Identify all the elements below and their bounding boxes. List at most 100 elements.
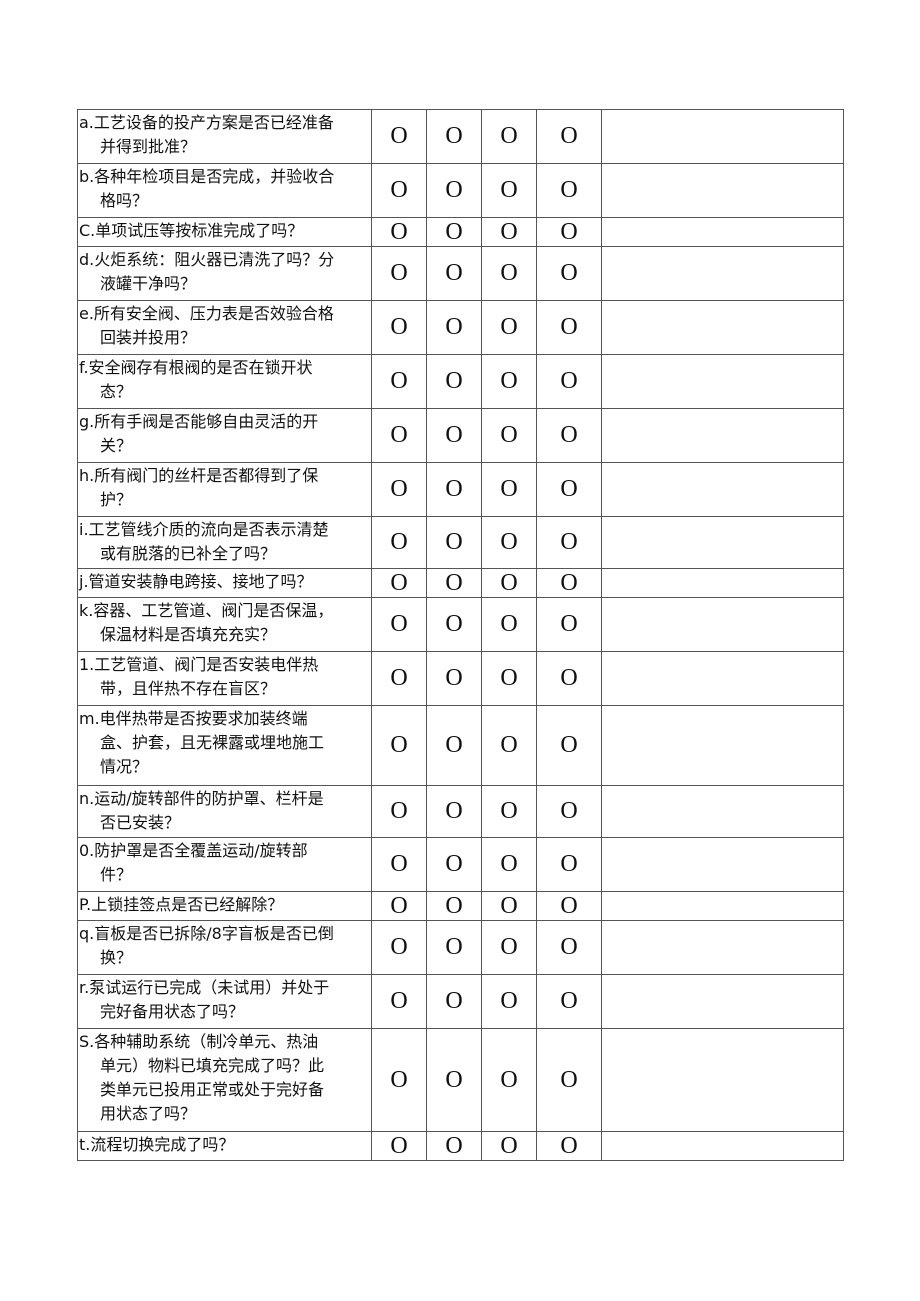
remarks-cell[interactable] <box>601 891 844 921</box>
option-mark-cell[interactable]: O <box>426 920 482 975</box>
option-mark-cell[interactable]: O <box>426 300 482 355</box>
option-mark-cell[interactable]: O <box>426 462 482 517</box>
option-mark-cell[interactable]: O <box>426 785 482 838</box>
option-mark-cell[interactable]: O <box>371 300 427 355</box>
option-mark-cell[interactable]: O <box>371 705 427 786</box>
option-mark-cell[interactable]: O <box>426 1028 482 1132</box>
option-mark-cell[interactable]: O <box>536 246 602 301</box>
remarks-cell[interactable] <box>601 300 844 355</box>
option-mark-cell[interactable]: O <box>536 651 602 706</box>
option-mark-cell[interactable]: O <box>371 217 427 247</box>
remarks-cell[interactable] <box>601 217 844 247</box>
option-mark-cell[interactable]: O <box>481 920 537 975</box>
option-mark-cell[interactable]: O <box>371 651 427 706</box>
remarks-cell[interactable] <box>601 705 844 786</box>
remarks-cell[interactable] <box>601 920 844 975</box>
option-mark-cell[interactable]: O <box>426 354 482 409</box>
option-mark-cell[interactable]: O <box>371 785 427 838</box>
option-mark-cell[interactable]: O <box>536 462 602 517</box>
option-mark-cell[interactable]: O <box>536 354 602 409</box>
remarks-cell[interactable] <box>601 651 844 706</box>
remarks-cell[interactable] <box>601 109 844 164</box>
option-mark-cell[interactable]: O <box>426 408 482 463</box>
option-mark-cell[interactable]: O <box>481 597 537 652</box>
option-mark-cell[interactable]: O <box>371 354 427 409</box>
option-mark-cell[interactable]: O <box>426 568 482 598</box>
option-mark-cell[interactable]: O <box>536 408 602 463</box>
option-mark-cell[interactable]: O <box>481 568 537 598</box>
remarks-cell[interactable] <box>601 837 844 892</box>
option-mark-cell[interactable]: O <box>371 920 427 975</box>
option-mark-cell[interactable]: O <box>371 246 427 301</box>
option-mark-cell[interactable]: O <box>426 837 482 892</box>
option-mark-cell[interactable]: O <box>481 163 537 218</box>
remarks-cell[interactable] <box>601 568 844 598</box>
remarks-cell[interactable] <box>601 597 844 652</box>
option-mark-cell[interactable]: O <box>371 568 427 598</box>
remarks-cell[interactable] <box>601 516 844 569</box>
option-mark-cell[interactable]: O <box>536 217 602 247</box>
option-mark-cell[interactable]: O <box>481 974 537 1029</box>
option-mark-cell[interactable]: O <box>536 516 602 569</box>
option-mark-cell[interactable]: O <box>481 300 537 355</box>
option-mark-cell[interactable]: O <box>536 705 602 786</box>
option-mark-cell[interactable]: O <box>536 1028 602 1132</box>
option-mark-cell[interactable]: O <box>426 217 482 247</box>
option-mark-cell[interactable]: O <box>536 163 602 218</box>
option-mark-cell[interactable]: O <box>481 217 537 247</box>
remarks-cell[interactable] <box>601 354 844 409</box>
option-mark-cell[interactable]: O <box>426 891 482 921</box>
option-mark-cell[interactable]: O <box>371 109 427 164</box>
option-mark-cell[interactable]: O <box>481 1131 537 1161</box>
option-mark-cell[interactable]: O <box>481 891 537 921</box>
option-mark-cell[interactable]: O <box>426 597 482 652</box>
option-mark-cell[interactable]: O <box>536 891 602 921</box>
option-mark-cell[interactable]: O <box>371 408 427 463</box>
option-mark-cell[interactable]: O <box>536 974 602 1029</box>
option-mark-cell[interactable]: O <box>481 462 537 517</box>
option-mark-cell[interactable]: O <box>426 974 482 1029</box>
option-mark-cell[interactable]: O <box>481 651 537 706</box>
option-mark-cell[interactable]: O <box>481 109 537 164</box>
option-mark-cell[interactable]: O <box>426 516 482 569</box>
option-mark-cell[interactable]: O <box>371 516 427 569</box>
remarks-cell[interactable] <box>601 974 844 1029</box>
option-mark-cell[interactable]: O <box>481 705 537 786</box>
option-mark-cell[interactable]: O <box>426 651 482 706</box>
remarks-cell[interactable] <box>601 462 844 517</box>
remarks-cell[interactable] <box>601 408 844 463</box>
option-mark-cell[interactable]: O <box>426 163 482 218</box>
option-mark-cell[interactable]: O <box>536 597 602 652</box>
option-mark-cell[interactable]: O <box>371 597 427 652</box>
option-mark-cell[interactable]: O <box>371 891 427 921</box>
option-mark-cell[interactable]: O <box>371 1028 427 1132</box>
option-mark-cell[interactable]: O <box>536 1131 602 1161</box>
option-mark-cell[interactable]: O <box>481 246 537 301</box>
option-mark-cell[interactable]: O <box>481 837 537 892</box>
remarks-cell[interactable] <box>601 246 844 301</box>
option-mark-cell[interactable]: O <box>371 163 427 218</box>
option-mark-cell[interactable]: O <box>481 354 537 409</box>
option-mark-cell[interactable]: O <box>371 837 427 892</box>
option-mark-cell[interactable]: O <box>426 246 482 301</box>
remarks-cell[interactable] <box>601 1028 844 1132</box>
option-mark-cell[interactable]: O <box>481 785 537 838</box>
option-mark-cell[interactable]: O <box>536 920 602 975</box>
remarks-cell[interactable] <box>601 163 844 218</box>
option-mark-cell[interactable]: O <box>426 1131 482 1161</box>
option-mark-cell[interactable]: O <box>481 516 537 569</box>
remarks-cell[interactable] <box>601 785 844 838</box>
option-mark-cell[interactable]: O <box>426 109 482 164</box>
option-mark-cell[interactable]: O <box>536 300 602 355</box>
option-mark-cell[interactable]: O <box>481 1028 537 1132</box>
option-mark-cell[interactable]: O <box>371 1131 427 1161</box>
remarks-cell[interactable] <box>601 1131 844 1161</box>
option-mark-cell[interactable]: O <box>536 837 602 892</box>
option-mark-cell[interactable]: O <box>536 568 602 598</box>
option-mark-cell[interactable]: O <box>371 974 427 1029</box>
option-mark-cell[interactable]: O <box>371 462 427 517</box>
option-mark-cell[interactable]: O <box>481 408 537 463</box>
option-mark-cell[interactable]: O <box>426 705 482 786</box>
option-mark-cell[interactable]: O <box>536 109 602 164</box>
option-mark-cell[interactable]: O <box>536 785 602 838</box>
